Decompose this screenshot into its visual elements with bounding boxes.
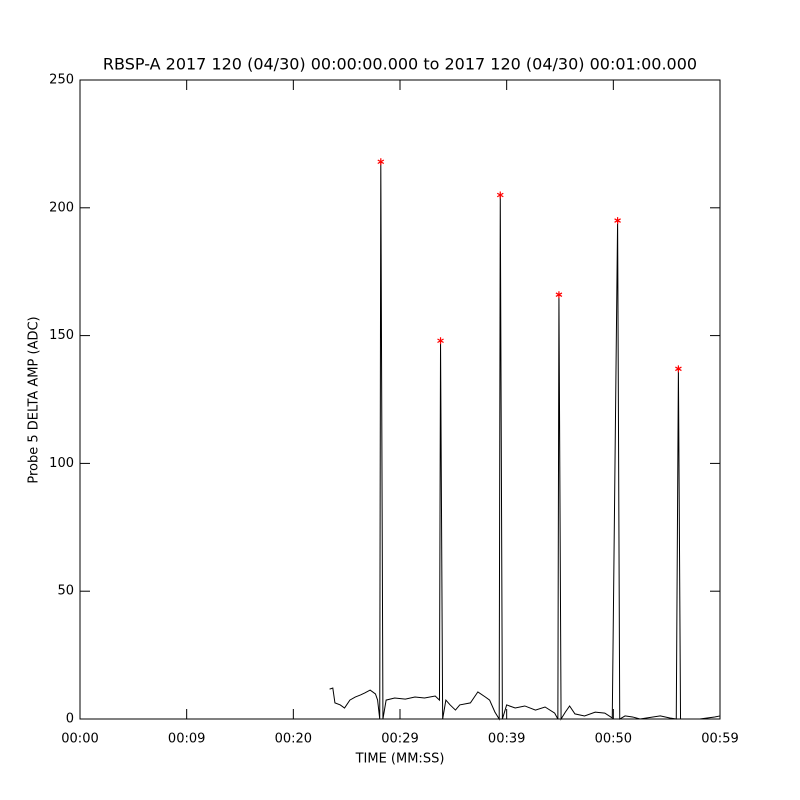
x-tick-label: 00:20 xyxy=(275,732,312,747)
y-tick-label: 150 xyxy=(49,328,74,343)
peak-marker xyxy=(675,365,682,373)
y-tick-label: 100 xyxy=(49,456,74,471)
y-tick-label: 0 xyxy=(66,712,74,727)
x-tick-label: 00:29 xyxy=(381,732,418,747)
peak-marker xyxy=(496,191,504,199)
y-tick-label: 250 xyxy=(49,73,74,88)
chart-title: RBSP-A 2017 120 (04/30) 00:00:00.000 to … xyxy=(103,55,697,74)
x-tick-label: 00:39 xyxy=(488,732,525,747)
peak-marker xyxy=(437,337,444,345)
x-tick-label: 00:50 xyxy=(595,732,632,747)
x-axis-label: TIME (MM:SS) xyxy=(355,752,445,767)
peak-marker xyxy=(555,291,563,299)
y-axis-label: Probe 5 DELTA AMP (ADC) xyxy=(27,316,42,483)
plot-frame xyxy=(79,79,721,720)
y-tick-label: 50 xyxy=(57,584,74,599)
peak-marker xyxy=(377,158,385,166)
x-tick-label: 00:59 xyxy=(701,732,738,747)
peak-marker xyxy=(614,217,621,225)
data-line xyxy=(329,161,721,721)
x-tick-label: 00:00 xyxy=(61,732,98,747)
x-tick-label: 00:09 xyxy=(168,732,205,747)
y-tick-label: 200 xyxy=(49,200,74,215)
